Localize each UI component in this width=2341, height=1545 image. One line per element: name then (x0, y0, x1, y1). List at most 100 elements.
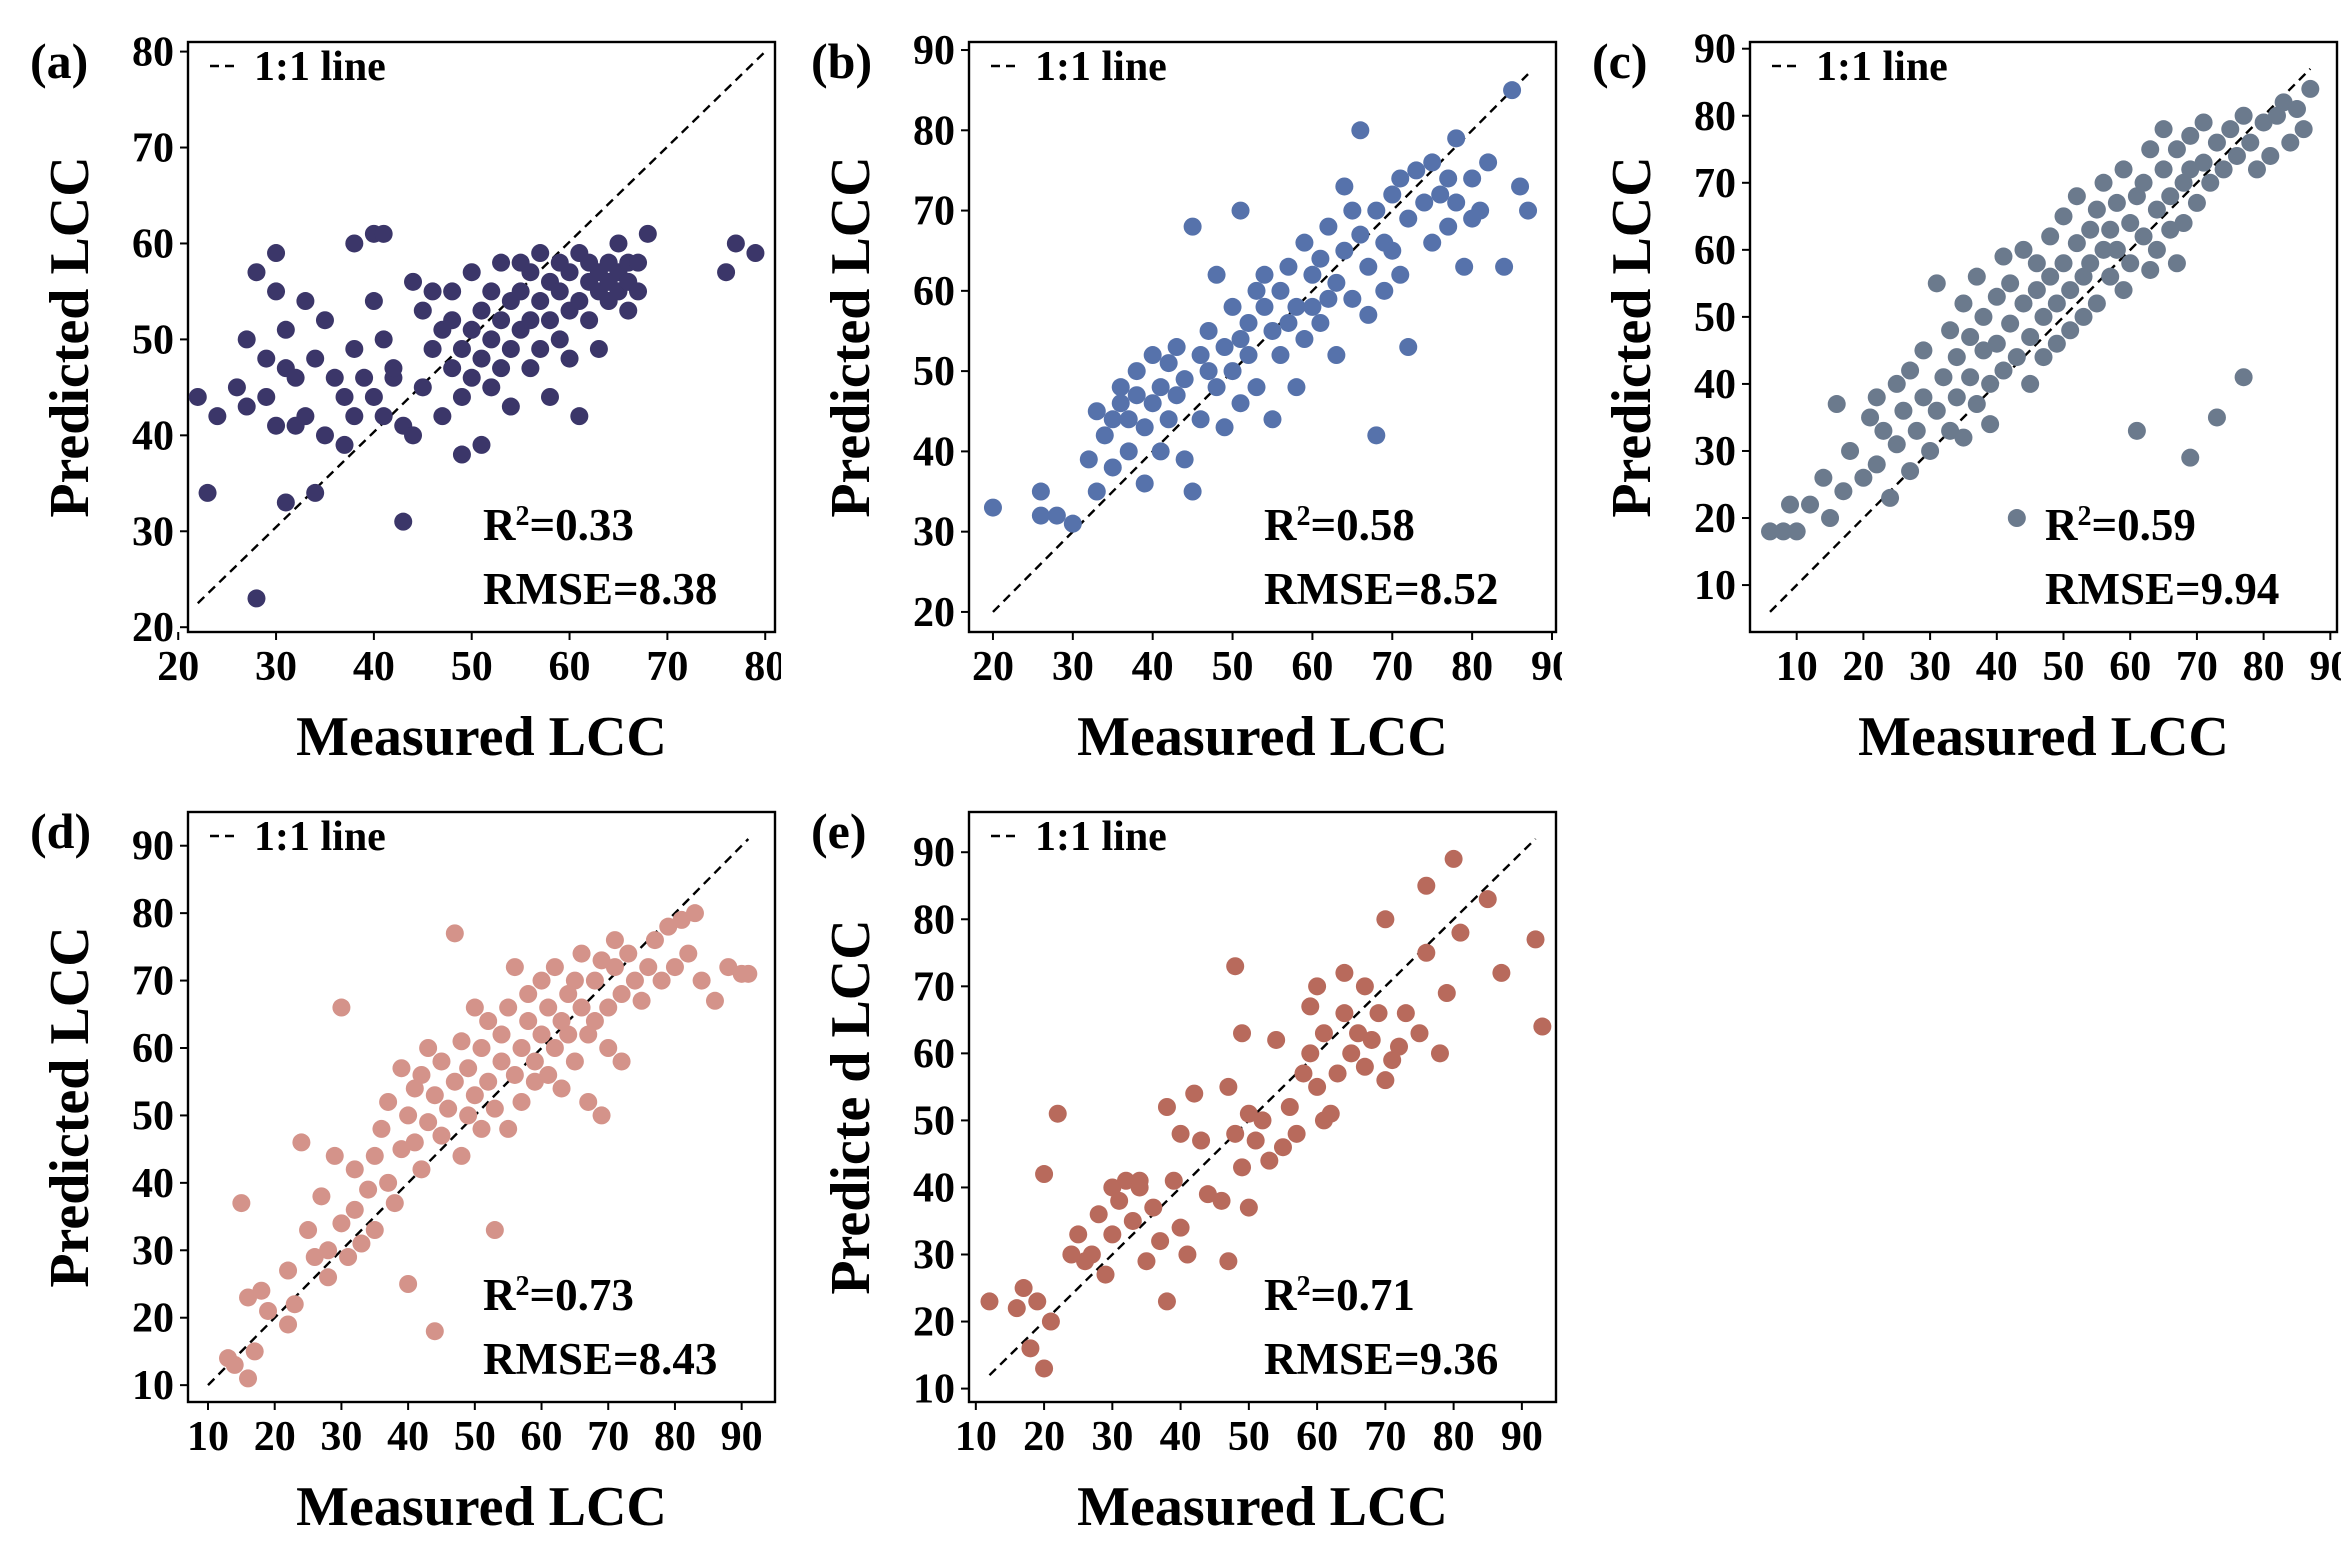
scatter-point (1110, 1191, 1129, 1210)
scatter-point (1183, 482, 1202, 501)
scatter-point (492, 253, 511, 272)
y-tick-label: 50 (913, 349, 955, 395)
scatter-point (589, 339, 608, 358)
scatter-point (1271, 346, 1290, 365)
y-tick-label: 30 (913, 1233, 955, 1279)
scatter-point (413, 378, 432, 397)
scatter-point (443, 359, 462, 378)
scatter-point (1827, 395, 1846, 414)
scatter-point (2147, 240, 2166, 259)
scatter-point (2001, 314, 2020, 333)
scatter-point (267, 244, 286, 263)
rmse-annotation: RMSE=8.52 (1264, 564, 1498, 614)
scatter-point (2287, 100, 2306, 119)
scatter-point (319, 1268, 338, 1287)
scatter-point (1143, 394, 1162, 413)
scatter-point (1994, 361, 2013, 380)
y-tick-label: 10 (1694, 563, 1736, 609)
scatter-point (2074, 267, 2093, 286)
scatter-point (1164, 1171, 1183, 1190)
scatter-point (1981, 374, 2000, 393)
scatter-point (1431, 185, 1450, 204)
scatter-point (1814, 468, 1833, 487)
x-tick-label: 60 (2109, 644, 2151, 690)
scatter-point (1233, 1158, 1252, 1177)
scatter-point (1311, 313, 1330, 332)
scatter-point (2214, 160, 2233, 179)
scatter-point (239, 1369, 258, 1388)
scatter-point (1175, 370, 1194, 389)
scatter-point (1511, 177, 1530, 196)
scatter-point (245, 1342, 264, 1361)
scatter-point (1914, 388, 1933, 407)
scatter-point (1047, 506, 1066, 525)
scatter-point (419, 1039, 438, 1057)
r-squared-annotation: R2=0.71 (1264, 1270, 1415, 1320)
scatter-point (1226, 1124, 1245, 1143)
scatter-point (1834, 482, 1853, 501)
scatter-point (1035, 1359, 1054, 1378)
scatter-point (545, 958, 564, 977)
y-tick-label: 50 (913, 1098, 955, 1144)
scatter-point (1342, 1044, 1361, 1063)
scatter-point (2174, 214, 2193, 233)
scatter-point (1981, 415, 2000, 434)
scatter-point (1062, 1245, 1081, 1264)
x-tick-label: 80 (2243, 644, 2285, 690)
y-tick-label: 60 (132, 1026, 174, 1072)
scatter-point (980, 1292, 999, 1311)
scatter-point (404, 426, 423, 445)
scatter-point (2081, 254, 2100, 273)
scatter-point (1987, 287, 2006, 306)
scatter-point (1048, 1104, 1067, 1123)
x-tick-label: 80 (1433, 1414, 1475, 1460)
y-tick-label: 70 (1694, 161, 1736, 207)
scatter-point (425, 1322, 444, 1341)
scatter-point (545, 1039, 564, 1057)
scatter-point (1801, 495, 1820, 514)
scatter-point (1861, 408, 1880, 427)
scatter-point (619, 944, 638, 963)
scatter-point (479, 1012, 498, 1031)
scatter-panel-b: (b) 20 30 40 50 60 70 80 90 20 30 40 50 60 70 80 90 Measu… (781, 0, 1573, 770)
scatter-point (2254, 113, 2273, 132)
scatter-point (1082, 1245, 1101, 1264)
scatter-point (625, 971, 644, 990)
scatter-point (1192, 1131, 1211, 1150)
x-tick-label: 20 (1842, 644, 1884, 690)
scatter-point (1231, 394, 1250, 413)
scatter-point (532, 971, 551, 990)
scatter-point (485, 1099, 504, 1118)
scatter-point (1914, 341, 1933, 360)
scatter-point (482, 282, 501, 301)
scatter-point (492, 359, 511, 378)
plot-frame (186, 40, 777, 634)
scatter-point (465, 1086, 484, 1105)
scatter-point (345, 1200, 364, 1219)
scatter-point (412, 1160, 431, 1179)
scatter-point (1119, 410, 1138, 429)
scatter-plot-svg: (a) 20 30 40 50 60 70 80 20 30 40 50 60 70 80 Measured … (30, 30, 786, 768)
scatter-point (2107, 193, 2126, 212)
y-tick-label: 90 (1694, 27, 1736, 73)
scatter-point (531, 292, 550, 311)
x-axis-label: Measured LCC (296, 1476, 667, 1538)
scatter-point (2207, 408, 2226, 427)
scatter-point (247, 589, 266, 608)
scatter-point (315, 426, 334, 445)
y-tick-label: 20 (913, 1300, 955, 1346)
scatter-point (2087, 200, 2106, 219)
scatter-point (296, 407, 315, 426)
y-tick-label: 80 (1694, 94, 1736, 140)
scatter-point (1239, 1198, 1258, 1217)
scatter-point (531, 339, 550, 358)
scatter-point (1961, 368, 1980, 387)
scatter-point (572, 944, 591, 963)
x-tick-label: 40 (1160, 1414, 1202, 1460)
y-tick-label: 30 (132, 509, 174, 555)
x-tick-label: 20 (972, 644, 1014, 690)
y-tick-label: 70 (132, 959, 174, 1005)
plot-frame (1748, 40, 2339, 634)
panel-label: (a) (30, 33, 88, 89)
plot-frame (967, 810, 1558, 1404)
